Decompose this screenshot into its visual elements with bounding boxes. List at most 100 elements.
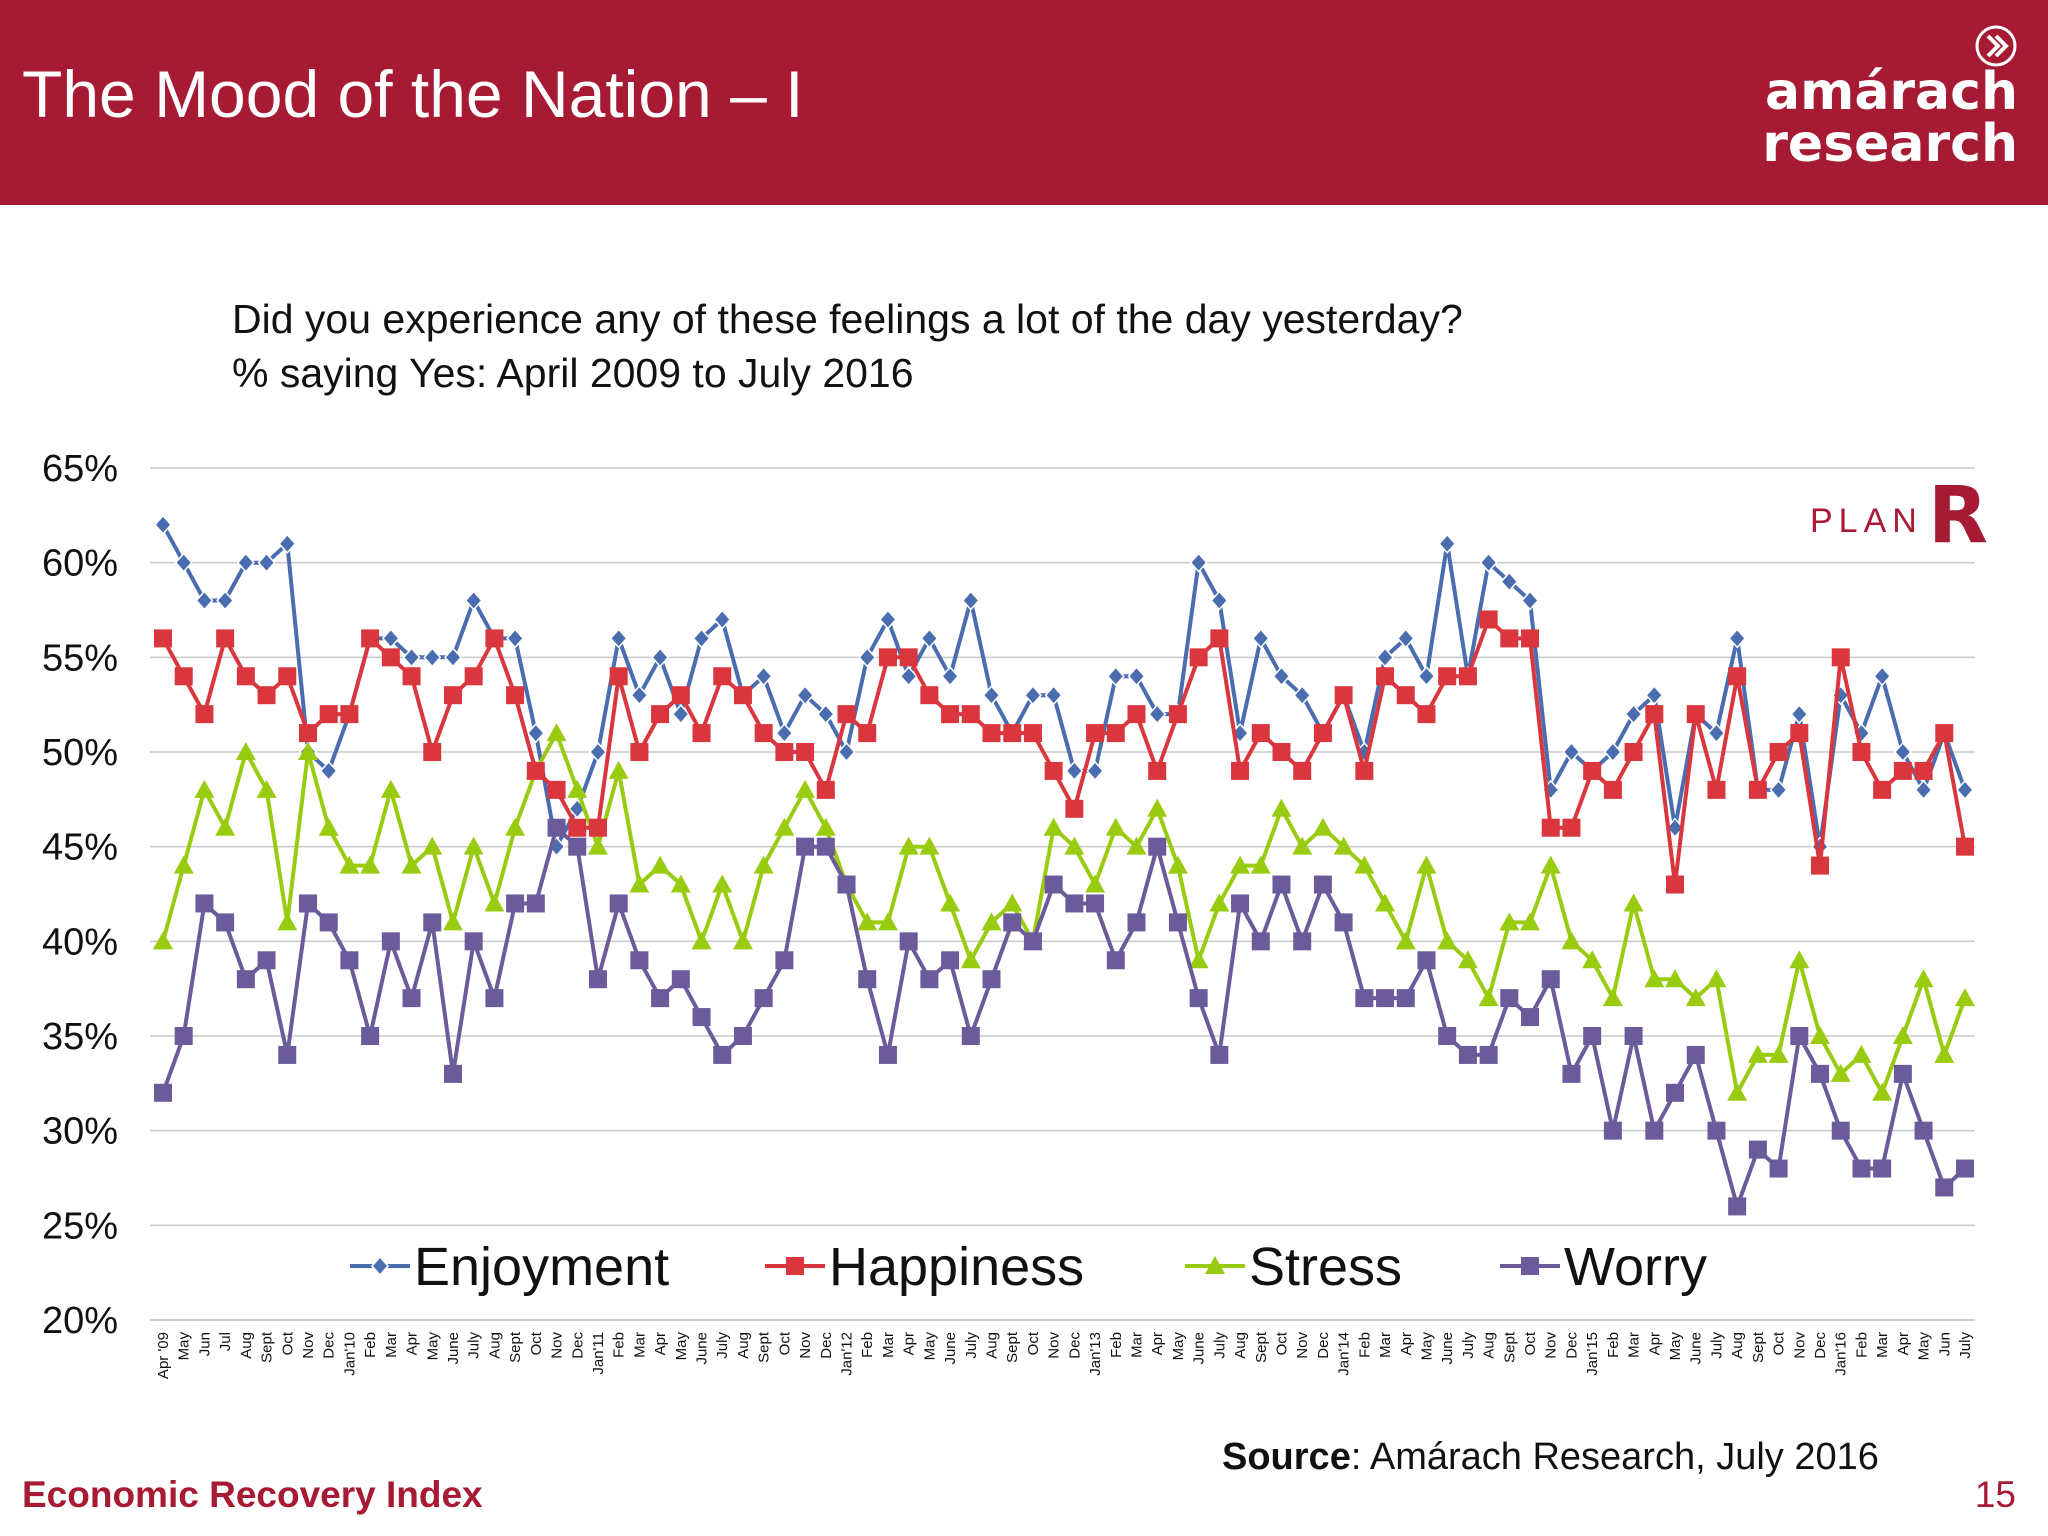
- stress-point: [877, 912, 898, 931]
- x-tick-label: Mar: [880, 1332, 897, 1358]
- worry-point: [837, 875, 856, 894]
- enjoyment-point: [878, 609, 897, 630]
- x-tick-label: Mar: [1377, 1332, 1394, 1358]
- legend-label: Enjoyment: [414, 1237, 669, 1297]
- legend-swatch-marker: [786, 1257, 804, 1275]
- happiness-point: [1251, 724, 1270, 743]
- stress-point: [1706, 969, 1727, 988]
- x-tick-label: Mar: [1874, 1332, 1891, 1358]
- happiness-point: [899, 648, 918, 667]
- stress-point: [339, 855, 360, 874]
- legend: Enjoyment Happiness Stress Worry: [350, 1237, 1707, 1297]
- x-tick-label: Jan'10: [341, 1332, 358, 1376]
- y-tick-label: 35%: [42, 1016, 118, 1058]
- happiness-point: [775, 743, 794, 761]
- worry-point: [961, 1027, 980, 1045]
- enjoyment-point: [423, 647, 442, 668]
- x-tick-label: June: [942, 1332, 959, 1365]
- worry-point: [1645, 1121, 1664, 1140]
- happiness-point: [982, 724, 1001, 743]
- worry-point: [920, 970, 939, 989]
- x-tick-label: Jan'11: [590, 1332, 607, 1375]
- happiness-point: [319, 705, 338, 724]
- x-tick-label: July: [1211, 1332, 1228, 1359]
- grid-lines: [150, 467, 1975, 1321]
- enjoyment-point: [381, 628, 400, 649]
- happiness-point: [1914, 761, 1933, 780]
- x-tick-label: Jan'16: [1833, 1332, 1850, 1376]
- x-tick-label: July: [714, 1332, 731, 1359]
- x-tick-label: Feb: [611, 1332, 628, 1358]
- stress-point: [1292, 836, 1313, 855]
- enjoyment-point: [713, 609, 732, 630]
- y-tick-label: 20%: [42, 1300, 118, 1342]
- worry-point: [1417, 951, 1436, 970]
- enjoyment-point: [1148, 704, 1167, 725]
- stress-point: [1851, 1044, 1872, 1063]
- stress-point: [1437, 931, 1458, 950]
- x-tick-label: Jan'12: [839, 1332, 856, 1376]
- stress-point: [795, 779, 816, 798]
- stress-point: [1230, 855, 1251, 874]
- enjoyment-point: [464, 590, 483, 611]
- source-label: Source: [1222, 1436, 1351, 1478]
- stress-point: [1499, 912, 1520, 931]
- worry-point: [1272, 875, 1291, 894]
- y-tick-label: 55%: [42, 637, 118, 679]
- y-tick-label: 65%: [42, 448, 118, 490]
- happiness-point: [1210, 629, 1229, 648]
- stress-point: [960, 950, 981, 969]
- stress-point: [712, 874, 733, 893]
- enjoyment-point: [195, 590, 214, 611]
- page-title: The Mood of the Nation – I: [22, 57, 804, 131]
- happiness-point: [858, 724, 877, 743]
- header-bar: The Mood of the Nation – I amárach resea…: [0, 0, 2048, 205]
- enjoyment-point: [858, 647, 877, 668]
- enjoyment-point: [1707, 722, 1726, 744]
- x-tick-label: Apr: [1895, 1332, 1912, 1355]
- happiness-point: [920, 686, 939, 705]
- y-tick-label: 40%: [42, 921, 118, 963]
- enjoyment-point: [961, 590, 980, 611]
- enjoyment-point: [1438, 533, 1457, 554]
- x-tick-label: Mar: [383, 1332, 400, 1358]
- worry-point: [858, 970, 877, 989]
- worry-point: [1790, 1027, 1809, 1045]
- stress-point: [1727, 1082, 1748, 1101]
- happiness-point: [1396, 686, 1415, 705]
- enjoyment-point: [236, 552, 255, 573]
- x-tick-label: Dec: [1563, 1332, 1580, 1359]
- stress-point: [1478, 988, 1499, 1007]
- happiness-point: [568, 818, 587, 837]
- stress-point: [650, 855, 671, 874]
- happiness-point: [1562, 818, 1581, 837]
- stress-point: [1602, 988, 1623, 1007]
- x-tick-label: Sept: [1004, 1331, 1021, 1363]
- worry-point: [485, 989, 504, 1008]
- enjoyment-point: [754, 666, 773, 687]
- stress-point: [1064, 836, 1085, 855]
- happiness-point: [423, 743, 442, 761]
- stress-point: [1582, 950, 1603, 969]
- enjoyment-point: [816, 704, 835, 725]
- happiness-point: [1044, 761, 1063, 780]
- stress-point: [732, 931, 753, 950]
- stress-point: [857, 912, 878, 931]
- worry-point: [154, 1083, 172, 1102]
- happiness-point: [1189, 648, 1208, 667]
- happiness-point: [1500, 629, 1519, 648]
- stress-point: [1747, 1044, 1768, 1063]
- stress-point: [774, 817, 795, 836]
- plan-logo-text: PLAN: [1810, 502, 1923, 540]
- worry-point: [340, 951, 359, 970]
- worry-point: [568, 837, 587, 856]
- x-tick-label: Sept: [1253, 1331, 1270, 1363]
- stress-point: [1354, 855, 1375, 874]
- worry-point: [464, 932, 483, 951]
- stress-point: [1540, 855, 1561, 874]
- y-axis-ticks: 20% 25% 30% 35% 40% 45% 50% 55% 60% 65%: [42, 448, 118, 1342]
- y-tick-label: 45%: [42, 827, 118, 869]
- happiness-point: [1645, 705, 1664, 724]
- worry-point: [278, 1045, 297, 1064]
- stress-point: [629, 874, 650, 893]
